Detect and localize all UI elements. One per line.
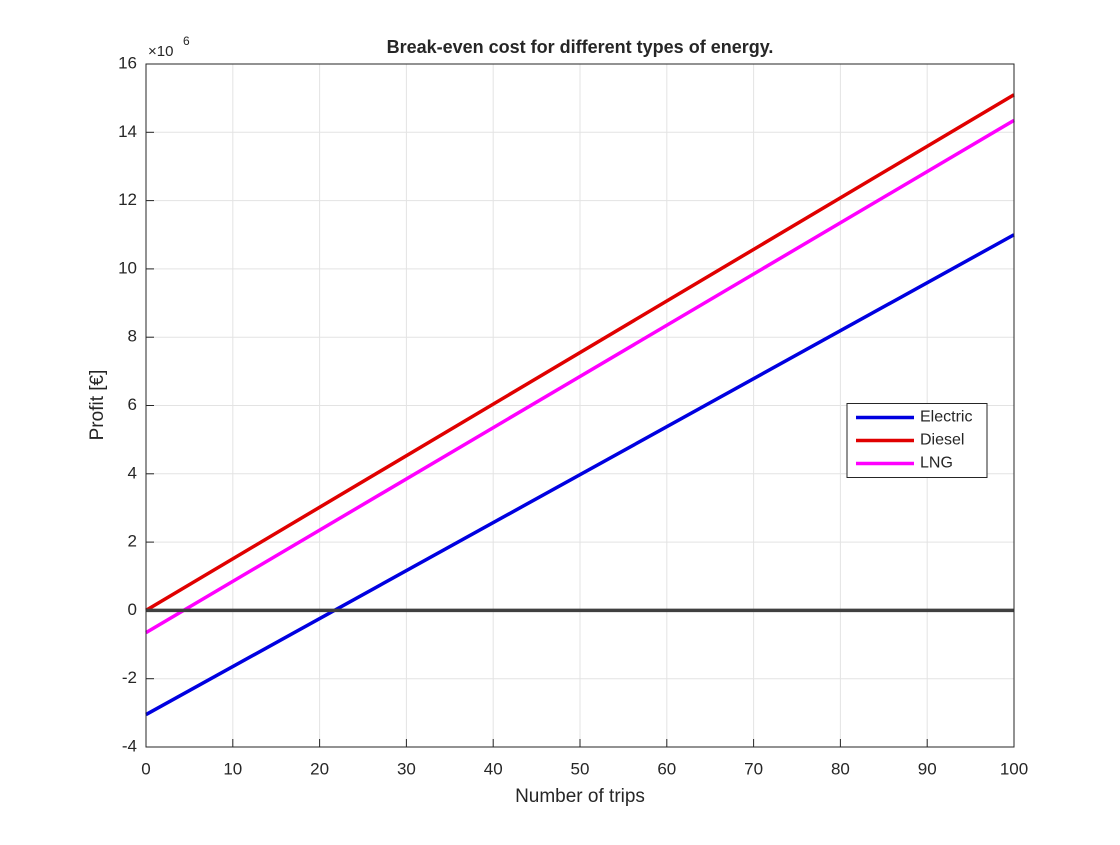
y-tick-label: 8 — [128, 327, 137, 346]
y-axis-label: Profit [€] — [87, 370, 108, 441]
y-tick-label: -4 — [122, 736, 137, 755]
x-axis-label: Number of trips — [515, 786, 645, 807]
y-tick-label: 6 — [128, 395, 137, 414]
x-tick-label: 50 — [571, 759, 590, 778]
x-tick-label: 100 — [1000, 759, 1028, 778]
legend-label: Diesel — [920, 432, 964, 449]
axes-box — [145, 63, 1015, 748]
series-line — [145, 233, 1015, 717]
y-tick-label: 14 — [118, 122, 137, 141]
x-tick-label: 80 — [831, 759, 850, 778]
x-tick-label: 60 — [657, 759, 676, 778]
x-tick-label: 10 — [223, 759, 242, 778]
series-line — [145, 118, 1015, 635]
y-multiplier-exponent: 6 — [183, 34, 190, 48]
y-tick-label: 2 — [128, 532, 137, 551]
x-tick-label: 40 — [484, 759, 503, 778]
y-tick-label: -2 — [122, 668, 137, 687]
y-tick-label: 0 — [128, 600, 137, 619]
legend-label: LNG — [920, 455, 953, 472]
chart-title: Break-even cost for different types of e… — [387, 37, 774, 57]
y-multiplier: ×10 — [148, 43, 173, 60]
y-tick-label: 12 — [118, 190, 137, 209]
x-tick-label: 90 — [918, 759, 937, 778]
x-tick-label: 0 — [141, 759, 150, 778]
legend-label: Electric — [920, 409, 972, 426]
x-tick-label: 70 — [744, 759, 763, 778]
x-tick-label: 30 — [397, 759, 416, 778]
y-tick-label: 4 — [128, 463, 137, 482]
x-tick-label: 20 — [310, 759, 329, 778]
y-tick-label: 16 — [118, 53, 137, 72]
series-line — [145, 93, 1015, 612]
y-tick-label: 10 — [118, 258, 137, 277]
